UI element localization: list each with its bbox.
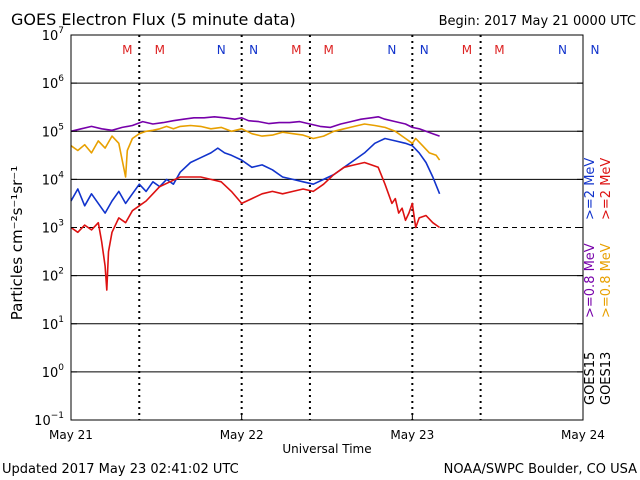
y-tick-label: 10−1 <box>34 411 64 429</box>
top-marker-N: N <box>558 43 567 57</box>
top-marker-M: M <box>494 43 504 57</box>
begin-label: Begin: 2017 May 21 0000 UTC <box>439 14 636 29</box>
top-marker-N: N <box>590 43 599 57</box>
legend-entry-label: >=0.8 MeV <box>583 243 598 318</box>
x-tick-label: May 22 <box>220 428 264 442</box>
x-tick-labels: May 21 May 22 May 23 May 24 <box>49 414 605 442</box>
x-tick-label: May 24 <box>561 428 605 442</box>
y-axis-label: Particles cm⁻²s⁻¹sr⁻¹ <box>8 166 26 320</box>
chart-title: GOES Electron Flux (5 minute data) <box>11 10 296 29</box>
top-marker-N: N <box>387 43 396 57</box>
series-line-4 <box>70 161 441 291</box>
x-axis-label: Universal Time <box>282 442 371 456</box>
y-tick-label: 105 <box>42 122 64 140</box>
y-tick-label: 102 <box>42 267 64 285</box>
y-tick-label: 101 <box>42 315 64 333</box>
top-marker-M: M <box>122 43 132 57</box>
x-tick-label: May 21 <box>49 428 93 442</box>
top-marker-M: M <box>324 43 334 57</box>
top-marker-M: M <box>291 43 301 57</box>
y-tick-label: 103 <box>42 219 64 237</box>
legend-satellite-label: GOES13 <box>599 352 614 405</box>
legend-satellite-label: GOES15 <box>583 352 598 405</box>
updated-label: Updated 2017 May 23 02:41:02 UTC <box>2 462 239 477</box>
top-marker-N: N <box>420 43 429 57</box>
legend-entry-label: >=2 MeV <box>583 158 598 220</box>
data-series <box>70 116 441 291</box>
grid-lines <box>71 82 583 373</box>
legend-entry-label: >=2 MeV <box>599 158 614 220</box>
y-tick-label: 100 <box>42 363 65 381</box>
legend: GOES13 >=0.8 MeV >=2 MeV GOES15 >=0.8 MeV >=2… <box>583 158 614 405</box>
y-tick-labels: 107 106 105 104 103 102 101 100 10−1 <box>34 26 583 429</box>
series-line-1 <box>70 116 440 137</box>
day-markers <box>138 35 482 420</box>
top-marker-N: N <box>249 43 258 57</box>
series-line-2 <box>70 123 441 178</box>
top-marker-N: N <box>217 43 226 57</box>
legend-entry-label: >=0.8 MeV <box>599 243 614 318</box>
top-marker-M: M <box>155 43 165 57</box>
x-tick-label: May 23 <box>390 428 434 442</box>
credit-label: NOAA/SWPC Boulder, CO USA <box>444 462 637 477</box>
y-tick-label: 106 <box>42 74 65 92</box>
top-marker-M: M <box>462 43 472 57</box>
series-line-3 <box>70 137 441 214</box>
y-tick-label: 107 <box>42 26 64 44</box>
y-tick-label: 104 <box>42 170 65 188</box>
